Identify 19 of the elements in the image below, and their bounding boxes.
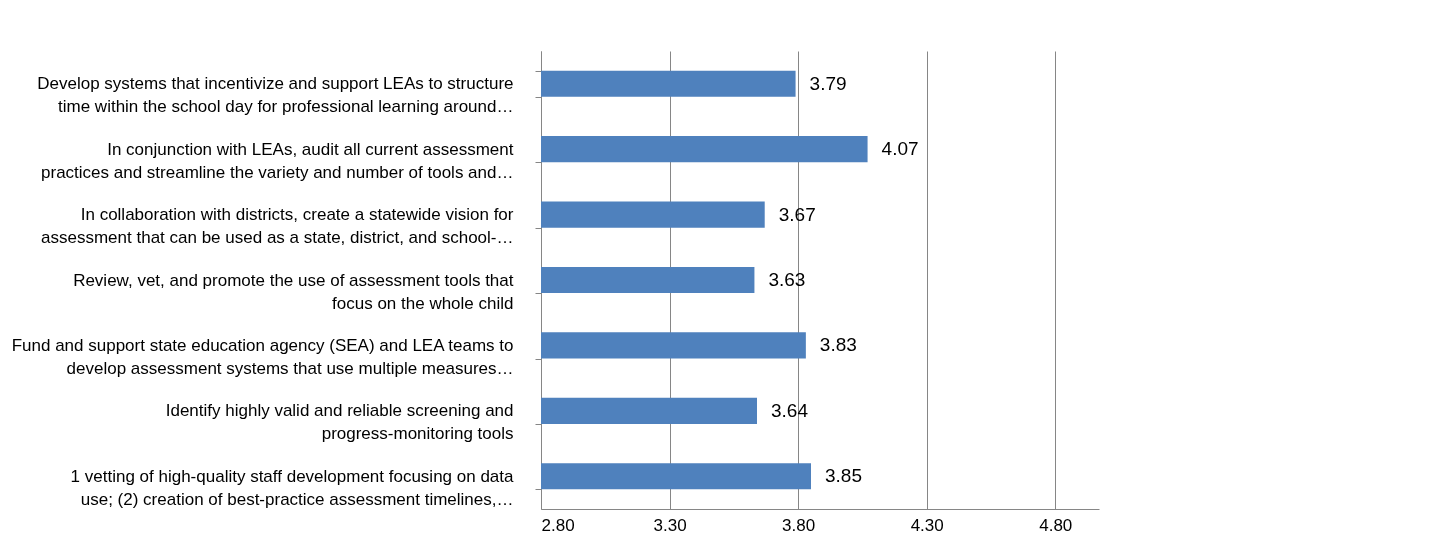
y-tick-label: Review, vet, and promote the use of assessment tools that focus on the whole child [73,270,514,313]
x-tick-label: 2.80 [541,515,575,535]
data-label: 3.63 [768,269,806,290]
x-tick-label: 3.30 [653,515,687,535]
data-label: 3.79 [809,72,847,94]
data-label: 3.83 [819,334,857,356]
y-tick-label: Identify highly valid and reliable screening and progress-monitoring tools [165,401,514,444]
y-tick-label: 1 vetting of high-quality staff development focusing on data use; (2) creation of best-practice assessment timelines,… [70,466,515,509]
data-label: 3.64 [771,399,809,421]
data-label: 4.07 [881,138,919,160]
y-tick-label: Develop systems that incentivize and support LEAs to structure time within the school day for professional learning around… [37,74,514,117]
y-tick-label: In conjunction with LEAs, audit all current assessment practices and streamline the variety and number of tools and… [41,139,514,182]
data-label: 3.85 [825,465,862,487]
x-tick-label: 3.80 [782,515,816,535]
x-tick-label: 4.30 [910,515,944,535]
y-tick-label: In collaboration with districts, create a statewide vision for assessment that can be used as a state, district, and school-… [41,205,514,248]
x-tick-label: 4.80 [1039,515,1073,535]
y-tick-label: Fund and support state education agency (SEA) and LEA teams to develop assessment systems that use multiple measures… [11,335,514,378]
data-label: 3.67 [778,203,816,225]
